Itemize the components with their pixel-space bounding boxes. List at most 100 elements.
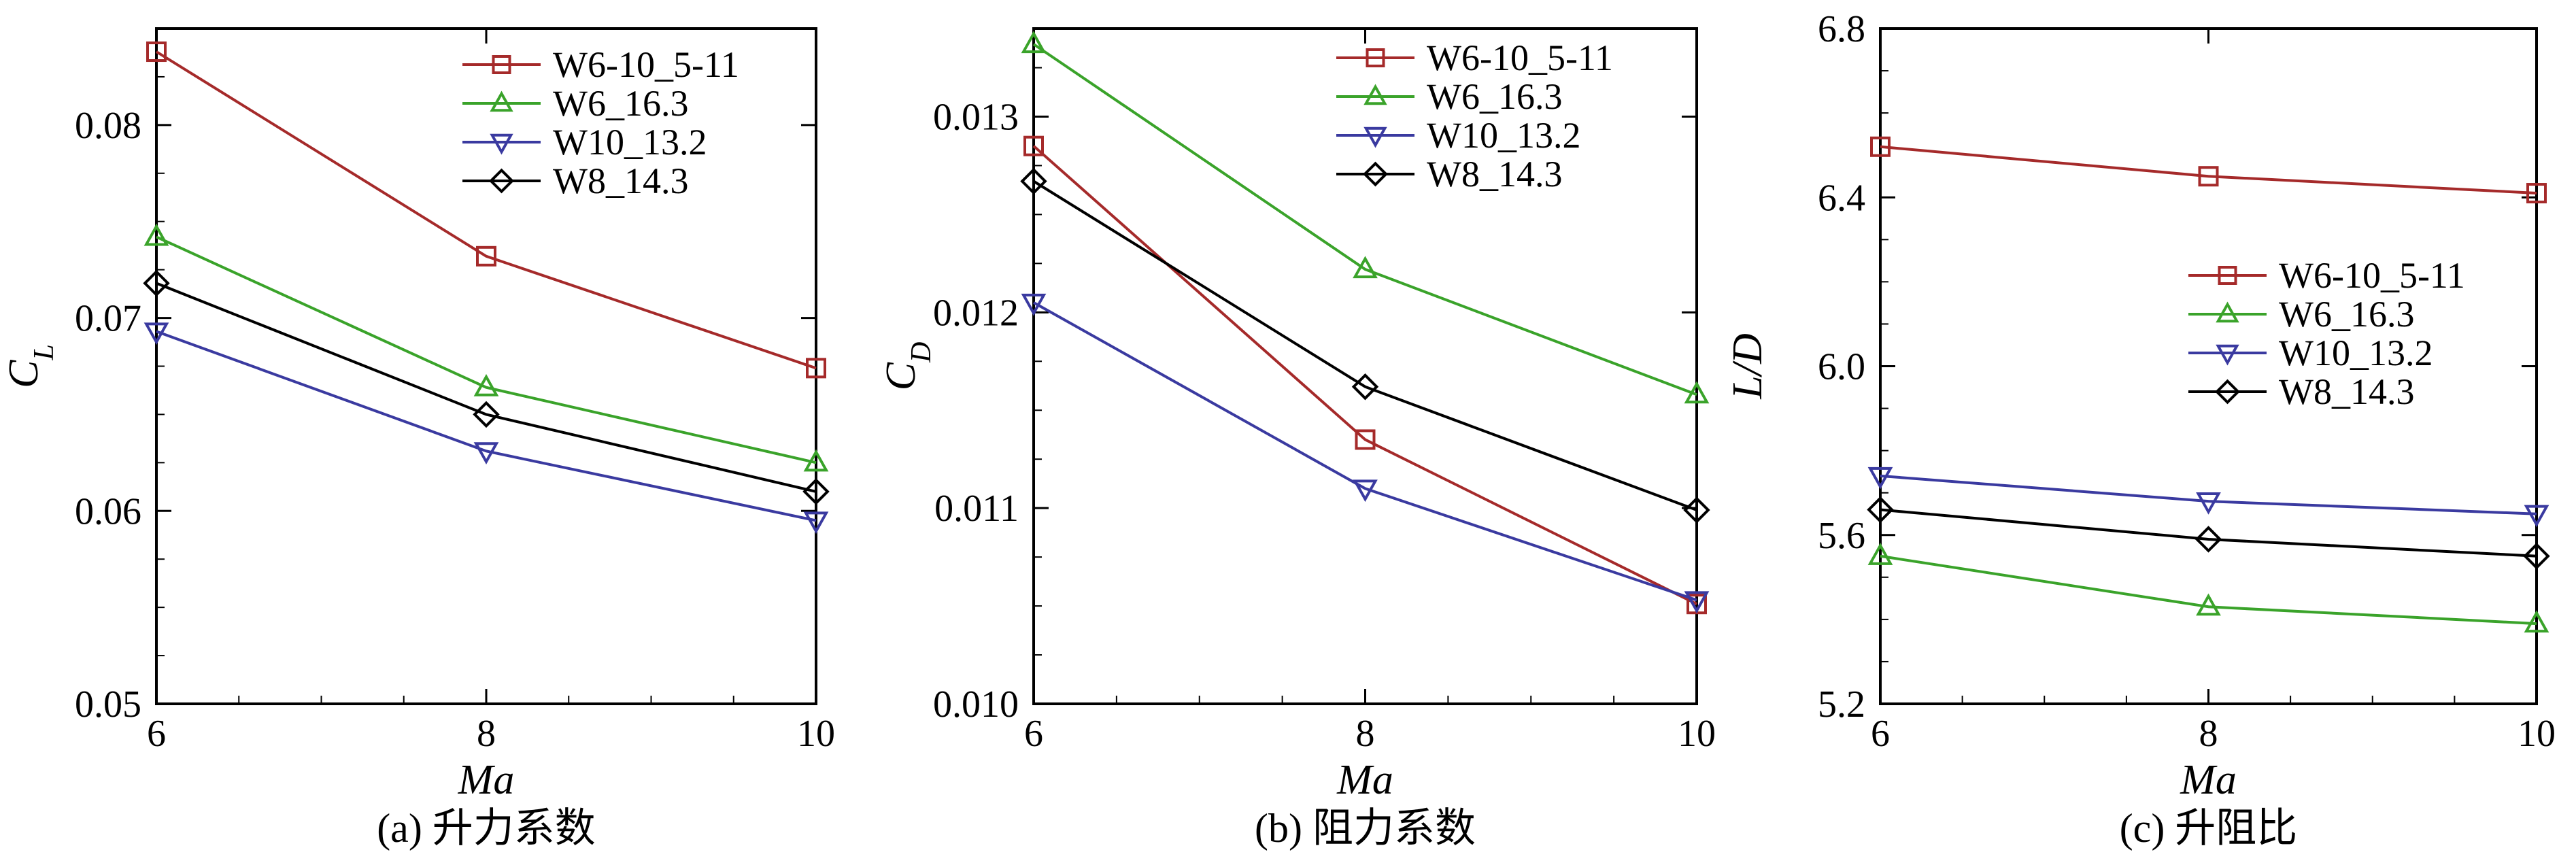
series-W6-10_5-11 bbox=[146, 41, 826, 379]
y-tick-label: 0.05 bbox=[75, 683, 141, 726]
legend-marker bbox=[2218, 266, 2237, 285]
data-point bbox=[476, 245, 496, 267]
data-point bbox=[2523, 543, 2550, 570]
legend-label: W10_13.2 bbox=[2279, 333, 2433, 373]
series-W8_14.3 bbox=[143, 269, 830, 505]
x-tick-label: 10 bbox=[797, 713, 835, 755]
y-tick-label: 5.2 bbox=[1818, 683, 1865, 726]
legend-marker bbox=[1363, 126, 1387, 148]
x-axis-label: Ma bbox=[2180, 757, 2237, 803]
legend-label: W8_14.3 bbox=[2279, 371, 2414, 412]
series-line bbox=[1032, 43, 1697, 396]
data-point bbox=[473, 374, 499, 396]
legend-label: W6-10_5-11 bbox=[2279, 255, 2465, 296]
data-point bbox=[1684, 591, 1710, 614]
legend-marker bbox=[1363, 84, 1387, 105]
x-axis-label: Ma bbox=[458, 757, 515, 803]
series-line bbox=[1880, 508, 2537, 558]
data-point bbox=[1355, 429, 1376, 450]
legend-marker bbox=[489, 168, 514, 194]
data-point bbox=[1020, 167, 1047, 195]
series-line bbox=[156, 282, 817, 493]
data-point bbox=[1023, 135, 1044, 156]
series-W6_16.3 bbox=[143, 223, 829, 472]
legend-label: W6-10_5-11 bbox=[1427, 37, 1613, 78]
data-point bbox=[143, 322, 169, 345]
data-point bbox=[803, 511, 829, 535]
y-tick-label: 6.0 bbox=[1818, 346, 1865, 388]
x-tick-label: 10 bbox=[2518, 713, 2556, 755]
data-point bbox=[473, 401, 500, 428]
data-point bbox=[802, 478, 830, 505]
legend-marker bbox=[490, 133, 513, 155]
legend-marker bbox=[2215, 379, 2240, 405]
series-W6_16.3 bbox=[1021, 31, 1710, 404]
data-point bbox=[1021, 293, 1047, 316]
series-line bbox=[156, 330, 817, 522]
x-tick-label: 10 bbox=[1678, 713, 1716, 755]
data-point bbox=[1351, 373, 1379, 401]
legend-label: W6_16.3 bbox=[2279, 294, 2414, 335]
y-tick-label: 5.6 bbox=[1818, 515, 1865, 557]
y-axis-label: CD bbox=[878, 342, 937, 391]
y-axis-label: CL bbox=[1, 344, 60, 388]
panel-caption: (a) 升力系数 bbox=[377, 806, 596, 851]
series-line bbox=[1880, 145, 2537, 195]
y-tick-label: 0.013 bbox=[933, 97, 1019, 139]
data-point bbox=[2196, 593, 2221, 616]
legend-label: W6-10_5-11 bbox=[553, 44, 739, 85]
legend-label: W8_14.3 bbox=[1427, 154, 1562, 194]
chart-panel-3: 5.2 5.6 6.0 6.4 6.8 6 8 10 Ma L/D (c) 升阻比 W6-10_5-1… bbox=[1725, 8, 2556, 851]
data-point bbox=[473, 442, 499, 465]
series-line bbox=[1032, 145, 1697, 606]
y-tick-label: 6.8 bbox=[1818, 8, 1865, 50]
legend-marker bbox=[1363, 161, 1388, 187]
legend-label: W6_16.3 bbox=[1427, 76, 1562, 117]
legend-label: W10_13.2 bbox=[553, 122, 707, 163]
series-W10_13.2 bbox=[1867, 467, 2549, 528]
series-line bbox=[1032, 180, 1697, 511]
series-line bbox=[1033, 301, 1697, 602]
y-tick-label: 0.011 bbox=[934, 488, 1019, 530]
data-point bbox=[1683, 496, 1710, 524]
legend-label: W6_16.3 bbox=[553, 83, 688, 124]
series-W6-10_5-11 bbox=[1870, 136, 2547, 204]
plot-frame bbox=[1032, 27, 1698, 705]
x-tick-label: 6 bbox=[1024, 713, 1043, 755]
y-tick-label: 0.06 bbox=[75, 490, 141, 532]
data-point bbox=[143, 223, 169, 246]
legend-label: W10_13.2 bbox=[1427, 115, 1580, 156]
panel-caption: (c) 升阻比 bbox=[2120, 806, 2298, 851]
legend-label: W8_14.3 bbox=[553, 160, 688, 201]
data-point bbox=[146, 41, 167, 63]
legend-marker bbox=[490, 90, 513, 112]
data-point bbox=[2524, 610, 2549, 633]
legend-marker bbox=[2216, 344, 2239, 366]
y-tick-label: 0.012 bbox=[933, 292, 1019, 334]
data-point bbox=[1867, 496, 1894, 524]
series-line bbox=[155, 50, 817, 370]
y-tick-label: 0.07 bbox=[75, 298, 141, 340]
data-point bbox=[803, 449, 829, 472]
data-point bbox=[806, 358, 826, 379]
x-tick-label: 6 bbox=[147, 713, 166, 755]
series-W8_14.3 bbox=[1867, 496, 2550, 570]
data-point bbox=[1021, 31, 1047, 54]
series-line bbox=[1880, 474, 2537, 515]
series-line bbox=[156, 235, 817, 464]
chart-panel-2: 0.010 0.011 0.012 0.013 6 8 10 Ma CD (b) 阻力系数 W6-1… bbox=[878, 27, 1716, 851]
legend-marker bbox=[1366, 48, 1385, 67]
data-point bbox=[2198, 166, 2219, 187]
data-point bbox=[143, 269, 170, 297]
data-point bbox=[2526, 183, 2547, 204]
chart-panel-1: 0.05 0.06 0.07 0.08 6 8 10 Ma CL (a) 升力系数 W6-10_5-… bbox=[1, 27, 835, 851]
legend-marker bbox=[2216, 301, 2239, 323]
data-point bbox=[2196, 492, 2221, 515]
data-point bbox=[1867, 543, 1893, 565]
x-tick-label: 8 bbox=[2199, 713, 2218, 755]
x-tick-label: 8 bbox=[477, 713, 496, 755]
legend-marker bbox=[492, 55, 511, 74]
data-point bbox=[2524, 505, 2549, 528]
panel-caption: (b) 阻力系数 bbox=[1255, 806, 1476, 851]
